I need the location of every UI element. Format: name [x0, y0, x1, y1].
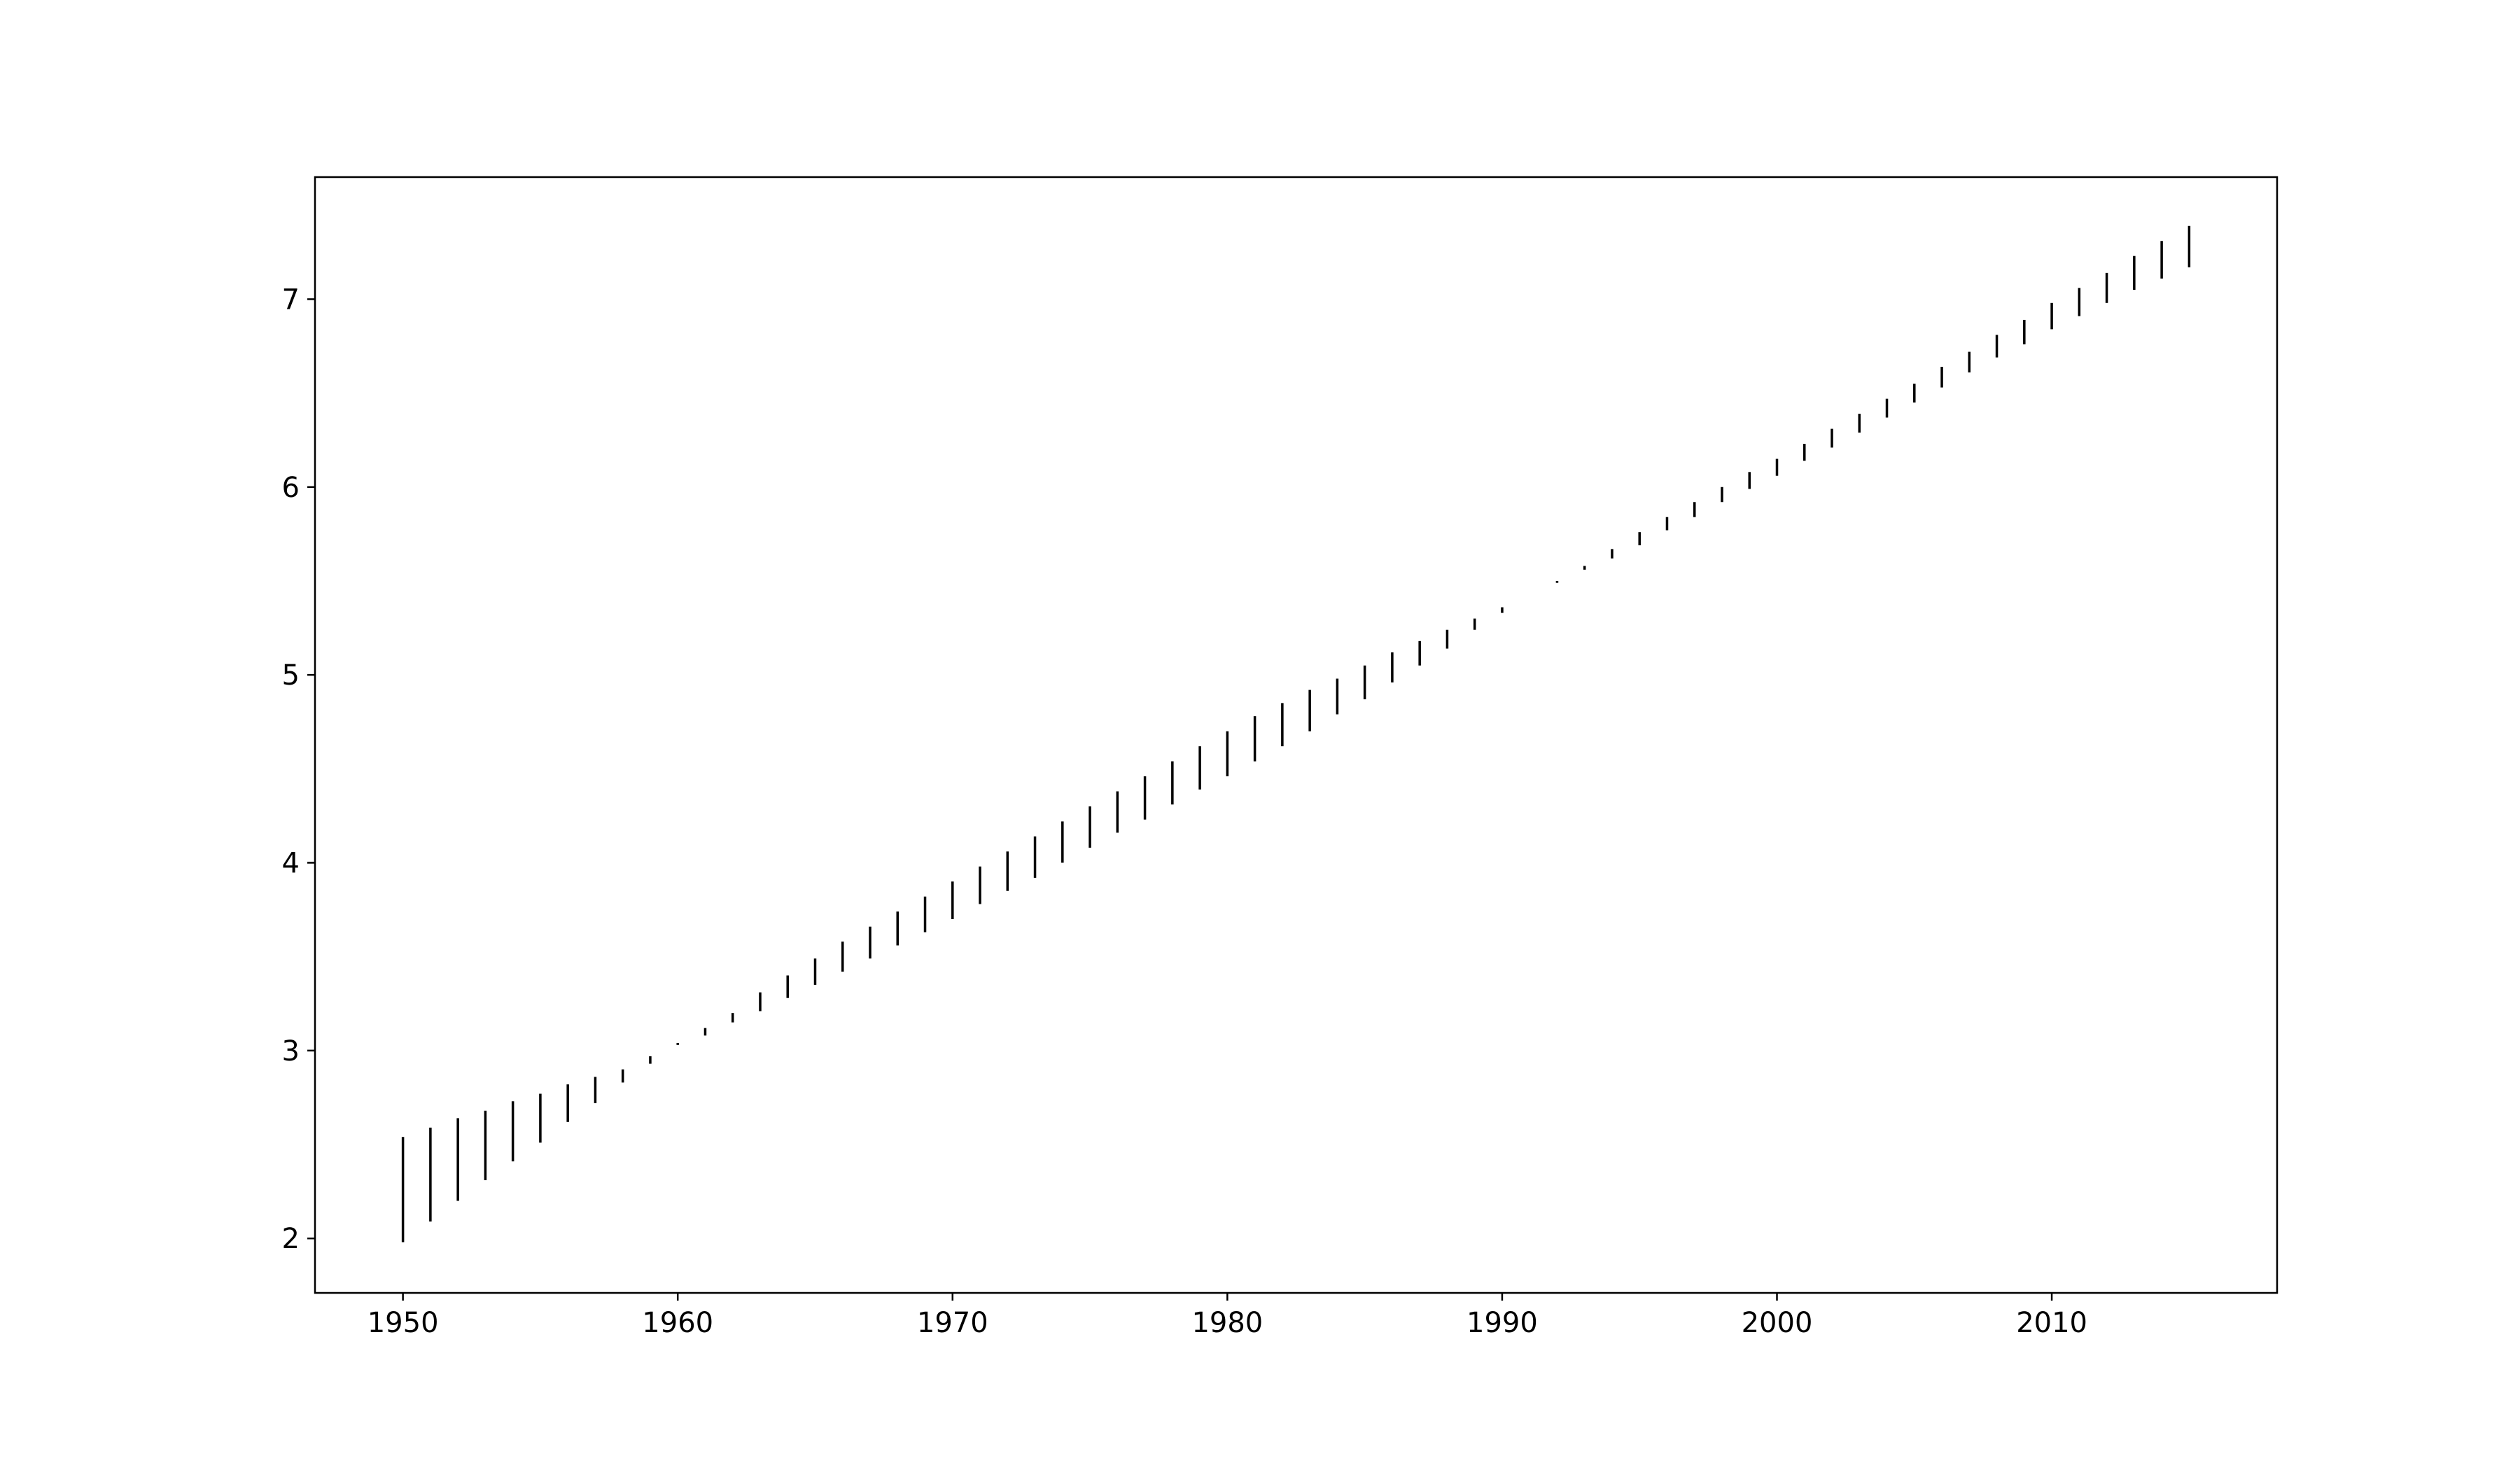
x-tick-label: 2010 [2016, 1307, 2087, 1339]
y-tick-label: 2 [282, 1223, 300, 1255]
plot-frame [314, 176, 2278, 1294]
y-axis: 2 3 4 5 6 7 [282, 284, 315, 1255]
y-tick-label: 3 [282, 1035, 300, 1068]
errorbar-series [401, 225, 2191, 1242]
x-tick-label: 1970 [917, 1307, 988, 1339]
x-tick-label: 1990 [1466, 1307, 1538, 1339]
x-tick-label: 1950 [368, 1307, 439, 1339]
x-tick-label: 2000 [1742, 1307, 1813, 1339]
x-axis: 1950 1960 1970 1980 1990 2000 2010 [368, 1293, 2087, 1339]
y-tick-label: 7 [282, 284, 300, 316]
y-tick-label: 4 [282, 847, 300, 879]
x-tick-label: 1980 [1191, 1307, 1263, 1339]
y-tick-label: 6 [282, 472, 300, 504]
x-tick-label: 1960 [642, 1307, 713, 1339]
y-tick-label: 5 [282, 659, 300, 692]
